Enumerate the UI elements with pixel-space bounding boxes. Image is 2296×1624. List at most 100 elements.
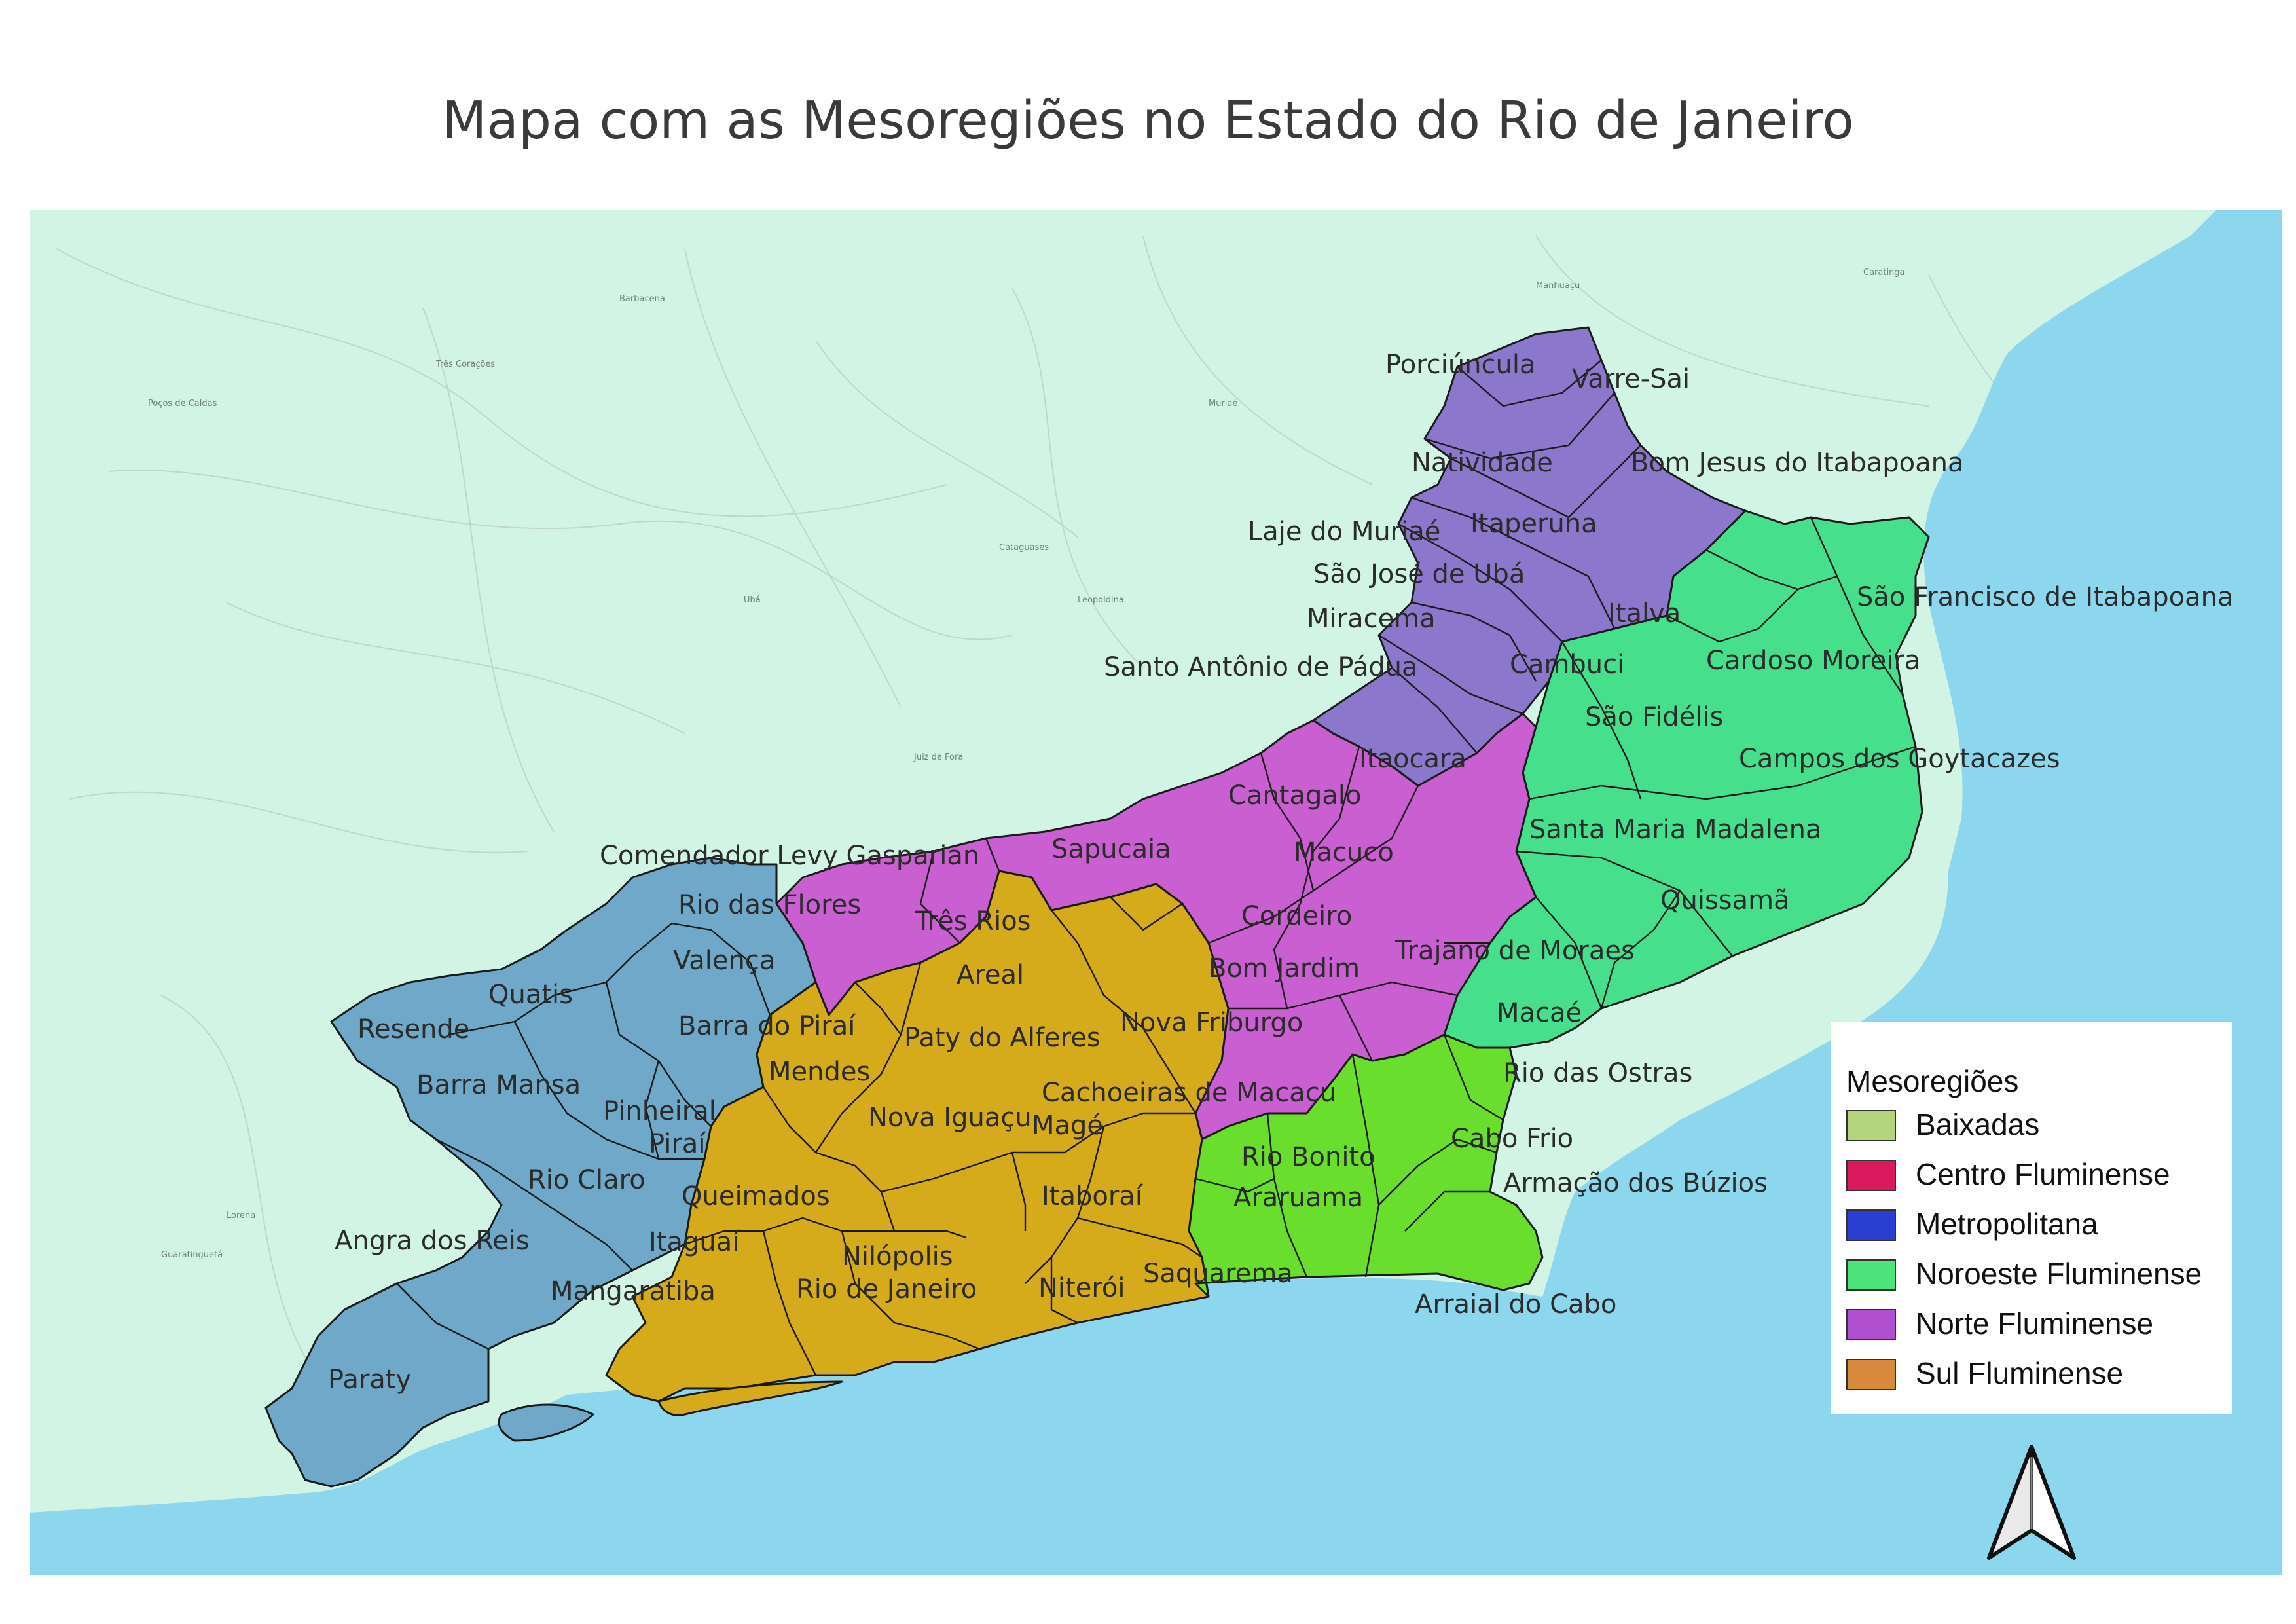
municipality-label: Rio de Janeiro xyxy=(796,1274,977,1304)
municipality-label: Angra dos Reis xyxy=(335,1226,530,1256)
bg-place-label: Juiz de Fora xyxy=(913,752,963,762)
north-arrow-icon xyxy=(1987,1445,2076,1560)
municipality-label: Pinheiral xyxy=(603,1096,716,1126)
bg-place-label: Manhuaçu xyxy=(1536,281,1580,291)
region-sul-fluminense[interactable] xyxy=(264,857,817,1488)
municipality-label: Areal xyxy=(957,960,1024,990)
municipality-label: Resende xyxy=(357,1014,469,1044)
municipality-label: Cordeiro xyxy=(1241,901,1352,931)
road-network xyxy=(56,235,2191,1389)
region-marambaia xyxy=(657,1380,843,1416)
municipality-label: Porciúncula xyxy=(1385,350,1536,380)
municipality-label: Cardoso Moreira xyxy=(1706,646,1920,676)
municipality-label: Sapucaia xyxy=(1051,834,1171,864)
municipality-label: Armação dos Búzios xyxy=(1503,1168,1768,1198)
legend-label: Sul Fluminense xyxy=(1916,1356,2124,1390)
municipality-label: Itaocara xyxy=(1359,744,1467,774)
municipality-label: Natividade xyxy=(1412,448,1553,478)
municipality-label: Quatis xyxy=(488,980,573,1010)
municipality-label: São José de Ubá xyxy=(1313,559,1525,589)
municipality-label: Nilópolis xyxy=(842,1242,953,1272)
map-svg: Juiz de Fora Muriaé Ubá Três Corações Po… xyxy=(30,210,2282,1575)
legend-swatch xyxy=(1846,1309,1896,1340)
municipality-label: Nova Friburgo xyxy=(1120,1008,1303,1038)
municipality-label: Trajano de Moraes xyxy=(1394,936,1635,966)
legend-item-noroeste-fluminense: Noroeste Fluminense xyxy=(1846,1256,2226,1295)
municipality-label: Cambuci xyxy=(1510,650,1624,680)
legend-label: Metropolitana xyxy=(1916,1207,2098,1241)
municipality-label: Varre-Sai xyxy=(1572,364,1690,394)
municipality-label: Comendador Levy Gasparian xyxy=(600,841,979,871)
municipality-label: Magé xyxy=(1032,1111,1103,1141)
sea xyxy=(30,210,2282,1575)
bg-place-label: Cataguases xyxy=(999,543,1049,553)
legend-title: Mesoregiões xyxy=(1846,1064,2019,1098)
municipality-boundaries xyxy=(396,360,1916,1376)
legend-item-sul-fluminense: Sul Fluminense xyxy=(1846,1356,2226,1395)
municipality-label: Itaboraí xyxy=(1042,1181,1144,1211)
municipality-label: Nova Iguaçu xyxy=(868,1103,1032,1133)
region-baixadas[interactable] xyxy=(1188,1033,1544,1298)
municipality-label: Cantagalo xyxy=(1228,781,1361,811)
bg-place-label: Lorena xyxy=(227,1211,255,1221)
municipality-label: Bom Jardim xyxy=(1209,953,1360,984)
municipality-label: Barra do Piraí xyxy=(678,1011,856,1041)
island-ilha-grande xyxy=(498,1403,594,1442)
legend-swatch xyxy=(1846,1209,1896,1241)
region-metropolitana[interactable] xyxy=(605,870,1230,1403)
municipality-label: Miracema xyxy=(1307,604,1436,634)
bg-place-label: Muriaé xyxy=(1209,399,1237,409)
legend-label: Norte Fluminense xyxy=(1916,1306,2154,1340)
municipality-label: Rio das Ostras xyxy=(1503,1058,1692,1088)
municipality-label: Cachoeiras de Macacu xyxy=(1042,1078,1336,1108)
municipality-label: Paty do Alferes xyxy=(904,1023,1101,1053)
legend-label: Centro Fluminense xyxy=(1916,1157,2170,1191)
municipality-label: Mendes xyxy=(769,1057,870,1087)
legend-label: Baixadas xyxy=(1916,1107,2040,1141)
municipality-label: Santa Maria Madalena xyxy=(1529,815,1821,845)
legend: Mesoregiões Baixadas Centro Fluminense M… xyxy=(1831,1022,2232,1414)
municipality-label: Queimados xyxy=(682,1181,830,1211)
municipality-label: Paraty xyxy=(328,1365,411,1395)
municipality-label: Araruama xyxy=(1233,1183,1363,1213)
legend-item-metropolitana: Metropolitana xyxy=(1846,1206,2226,1246)
legend-item-norte-fluminense: Norte Fluminense xyxy=(1846,1306,2226,1345)
municipality-labels: Porciúncula Varre-Sai Natividade Bom Jes… xyxy=(328,350,2233,1395)
municipality-label: Cabo Frio xyxy=(1451,1124,1573,1154)
bg-place-label: Leopoldina xyxy=(1078,595,1124,605)
municipality-label: Itaguaí xyxy=(649,1227,740,1257)
legend-swatch xyxy=(1846,1160,1896,1191)
municipality-label: Itaperuna xyxy=(1470,509,1597,539)
bg-place-label: Caratinga xyxy=(1863,268,1905,278)
municipality-label: São Fidélis xyxy=(1585,702,1723,732)
municipality-label: Macuco xyxy=(1294,838,1394,868)
municipality-label: Piraí xyxy=(649,1129,706,1159)
municipality-label: Três Rios xyxy=(915,906,1031,936)
municipality-label: Valença xyxy=(673,946,775,976)
municipality-label: Barra Mansa xyxy=(416,1070,581,1100)
bg-place-label: Barbacena xyxy=(619,294,665,304)
municipality-label: Laje do Muriaé xyxy=(1248,517,1440,547)
map-title: Mapa com as Mesoregiões no Estado do Rio… xyxy=(442,90,1854,151)
municipality-label: Rio Claro xyxy=(528,1165,646,1195)
legend-label: Noroeste Fluminense xyxy=(1916,1257,2202,1291)
region-norte-fluminense[interactable] xyxy=(1443,509,1930,1049)
municipality-label: Santo Antônio de Pádua xyxy=(1104,652,1417,682)
municipality-label: Arraial do Cabo xyxy=(1415,1289,1616,1320)
municipality-label: Niterói xyxy=(1038,1273,1125,1303)
bg-place-label: Ubá xyxy=(744,595,761,605)
municipality-label: Rio das Flores xyxy=(678,890,861,920)
background-places: Juiz de Fora Muriaé Ubá Três Corações Po… xyxy=(148,268,1905,1260)
municipality-label: Saquarema xyxy=(1143,1259,1293,1289)
legend-swatch xyxy=(1846,1110,1896,1141)
legend-item-baixadas: Baixadas xyxy=(1846,1107,2226,1146)
municipality-label: Rio Bonito xyxy=(1241,1142,1376,1172)
municipality-label: Mangaratiba xyxy=(551,1276,716,1306)
municipality-label: Italva xyxy=(1608,599,1681,629)
map-canvas[interactable]: Juiz de Fora Muriaé Ubá Três Corações Po… xyxy=(30,210,2282,1575)
legend-swatch xyxy=(1846,1259,1896,1291)
bg-place-label: Guaratinguetá xyxy=(161,1250,223,1260)
municipality-label: Quissamã xyxy=(1660,885,1790,915)
municipality-label: Bom Jesus do Itabapoana xyxy=(1631,448,1963,478)
municipality-label: São Francisco de Itabapoana xyxy=(1857,582,2233,612)
